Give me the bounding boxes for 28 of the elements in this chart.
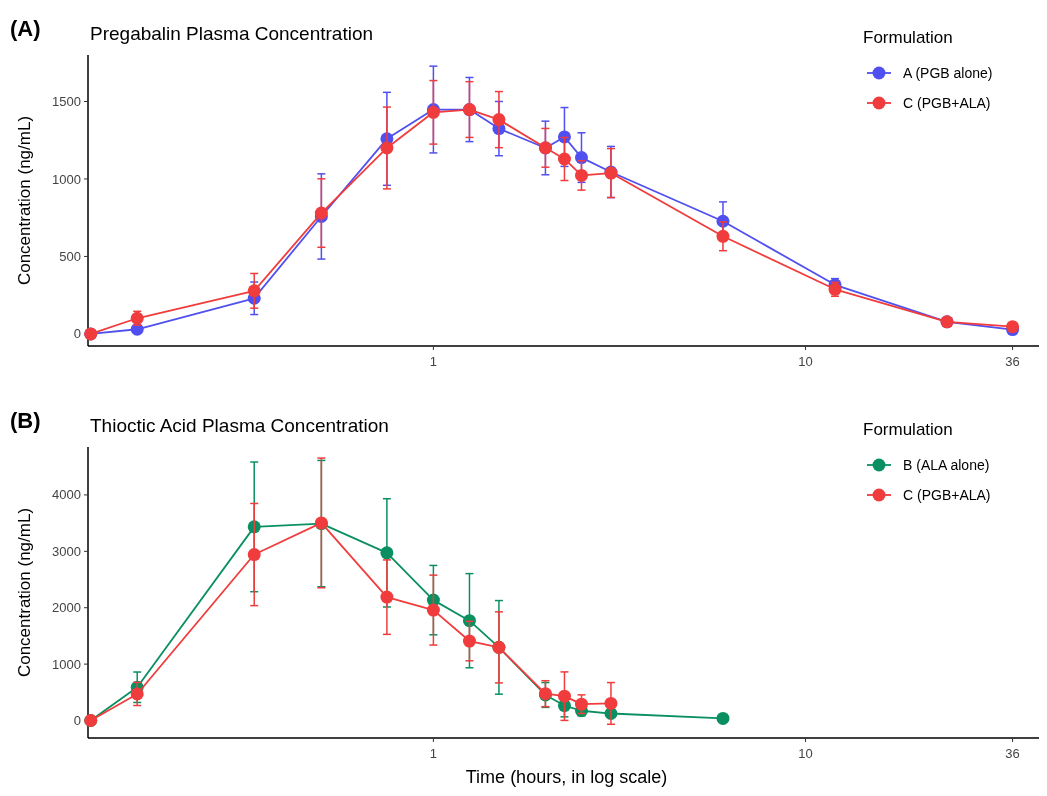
text: (B)	[10, 408, 41, 433]
y-axis-title: Concentration (ng/mL)	[15, 507, 34, 678]
legend-label: A (PGB alone)	[903, 64, 993, 81]
y-tick-label: 1000	[52, 171, 81, 187]
y-tick-label: 500	[59, 248, 81, 264]
legend-title: Formulation	[863, 420, 953, 439]
legend-label: C (PGB+ALA)	[903, 94, 991, 111]
x-tick-label: 1	[429, 746, 438, 761]
y-tick-label: 3000	[52, 543, 81, 559]
y-tick-label: 0	[73, 326, 81, 342]
y-tick-label: 1500	[52, 94, 81, 110]
x-tick-label: 36	[1005, 746, 1020, 761]
x-tick-label: 1	[429, 354, 438, 369]
y-tick-label: 0	[73, 713, 81, 729]
chart-title: Thioctic Acid Plasma Concentration	[90, 415, 389, 436]
x-tick-label: 10	[798, 746, 813, 761]
x-tick-label: 36	[1005, 354, 1020, 369]
text: (A)	[10, 16, 41, 41]
legend-title: Formulation	[863, 28, 953, 47]
y-tick-label: 4000	[52, 487, 81, 503]
x-axis-title: Time (hours, in log scale)	[465, 767, 668, 787]
chart-title: Pregabalin Plasma Concentration	[90, 23, 374, 44]
y-tick-label: 2000	[52, 600, 81, 616]
legend-label: B (ALA alone)	[903, 456, 990, 473]
y-tick-label: 1000	[52, 656, 81, 672]
x-tick-label: 10	[798, 354, 813, 369]
legend-label: C (PGB+ALA)	[903, 486, 991, 503]
y-axis-title: Concentration (ng/mL)	[15, 115, 34, 286]
